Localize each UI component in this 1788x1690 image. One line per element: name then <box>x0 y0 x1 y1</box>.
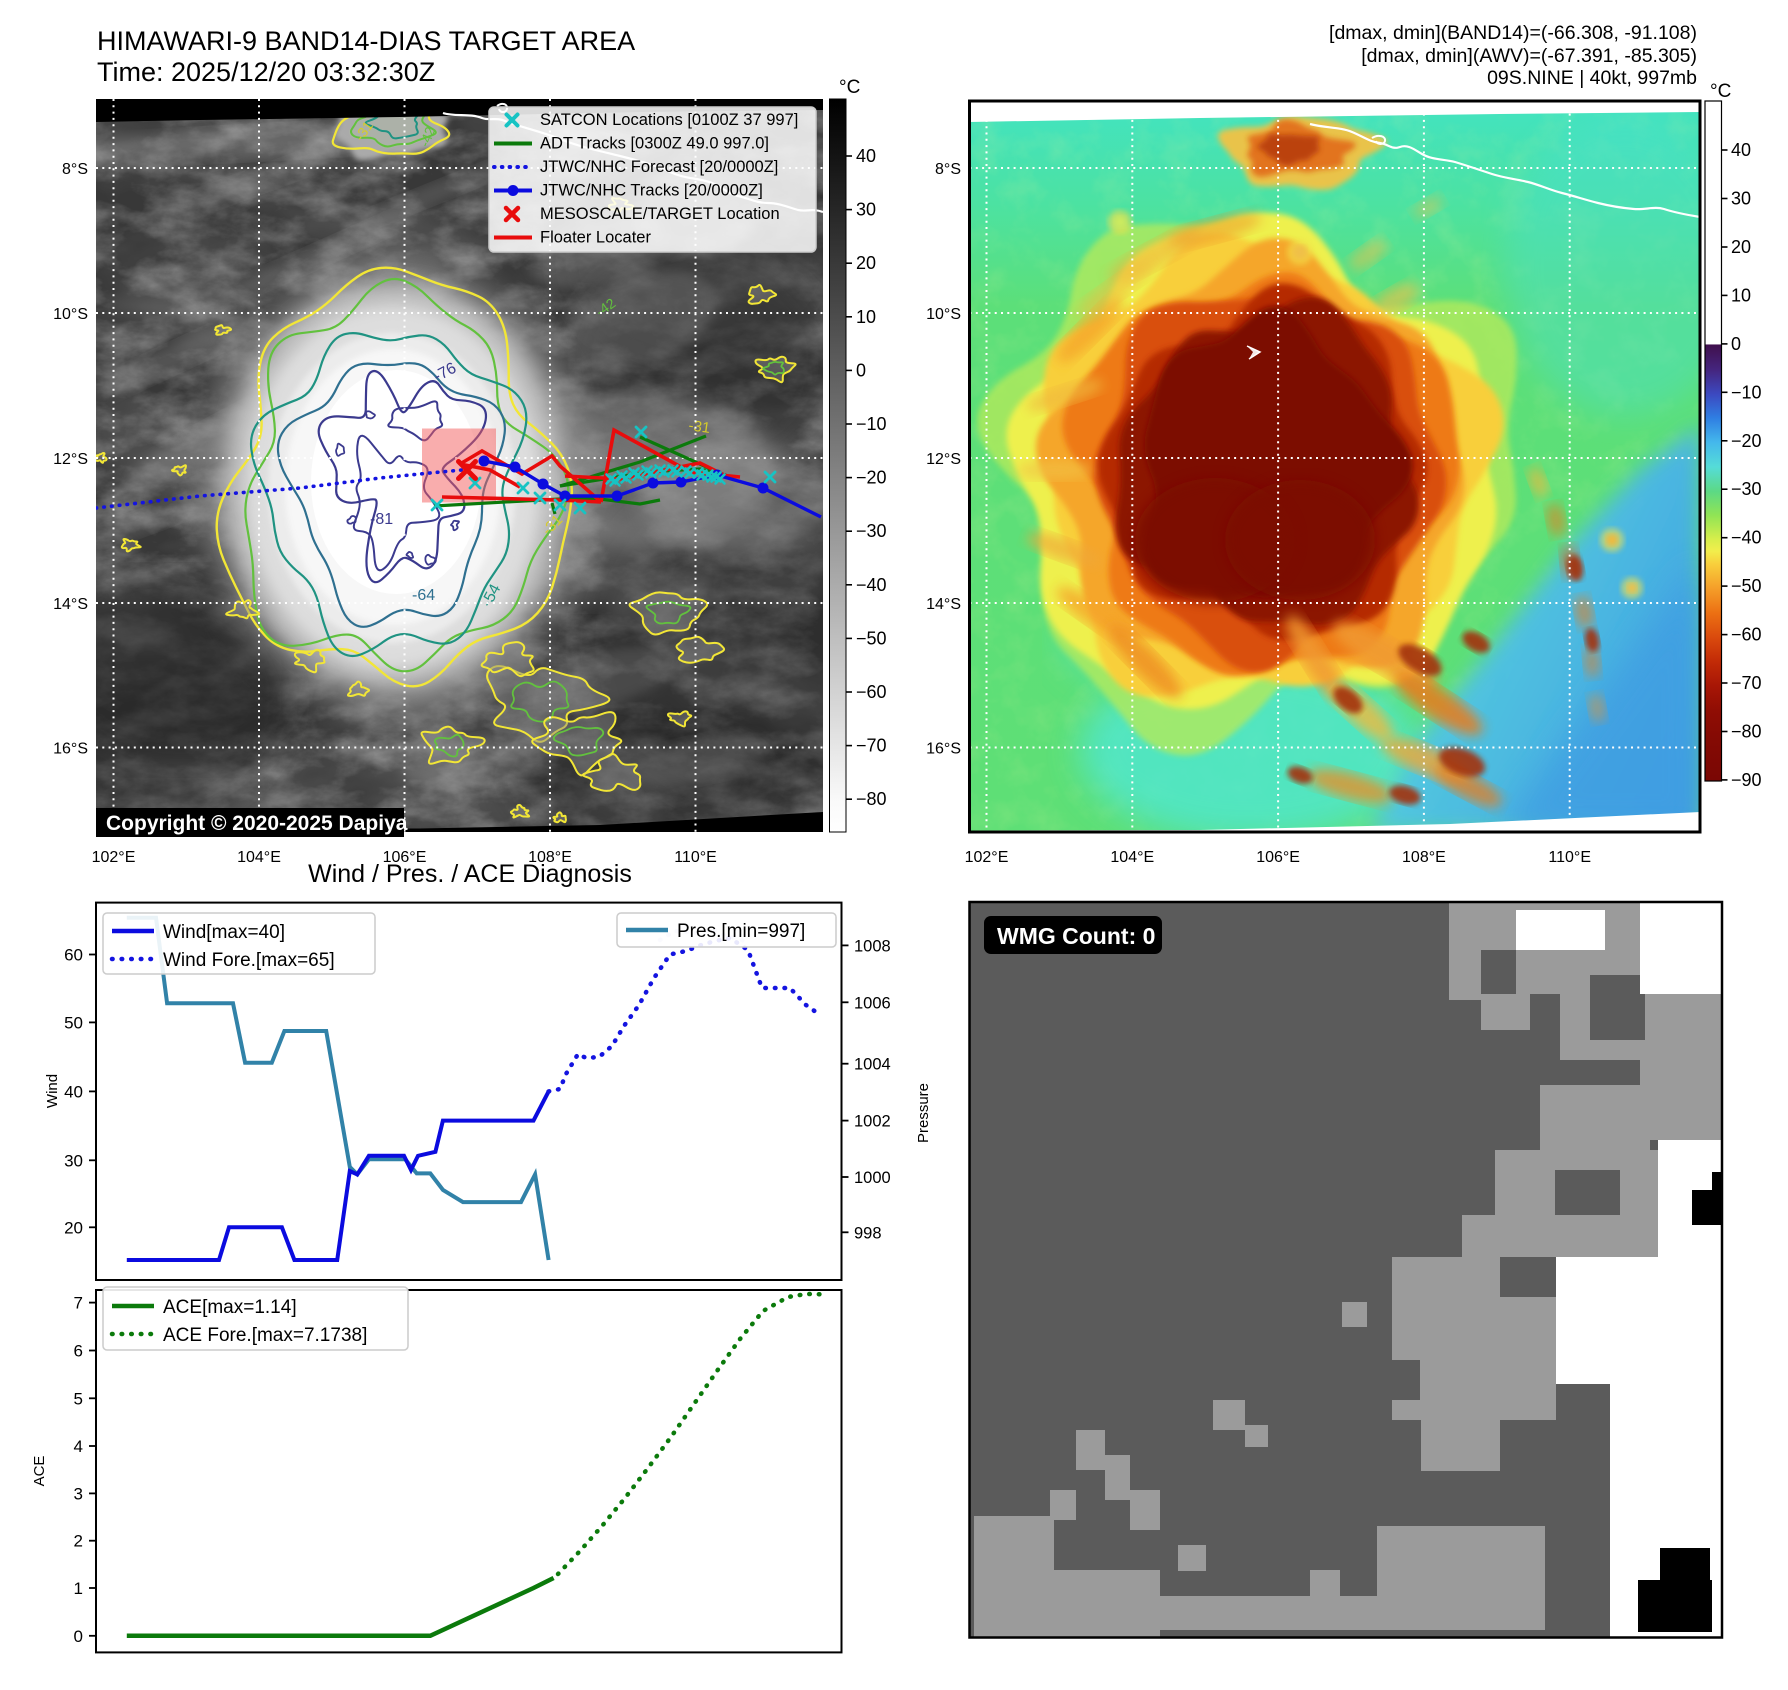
svg-text:1008: 1008 <box>854 937 891 955</box>
svg-text:3: 3 <box>74 1484 83 1503</box>
svg-text:7: 7 <box>74 1294 83 1313</box>
svg-text:102°E: 102°E <box>92 849 136 866</box>
svg-text:−70: −70 <box>856 736 887 756</box>
svg-text:−70: −70 <box>1731 673 1762 693</box>
svg-text:−10: −10 <box>856 414 887 434</box>
svg-text:8°S: 8°S <box>935 161 961 178</box>
svg-text:20: 20 <box>1731 237 1751 257</box>
svg-text:40: 40 <box>1731 140 1751 160</box>
svg-text:−90: −90 <box>1731 770 1762 790</box>
svg-text:6: 6 <box>74 1342 83 1361</box>
svg-text:ACE: ACE <box>31 1456 48 1487</box>
svg-text:−30: −30 <box>1731 479 1762 499</box>
svg-text:Copyright © 2020-2025 Dapiya: Copyright © 2020-2025 Dapiya <box>106 812 408 835</box>
svg-text:−20: −20 <box>856 468 887 488</box>
svg-text:WMG Count: 0: WMG Count: 0 <box>997 923 1155 949</box>
svg-text:106°E: 106°E <box>383 849 427 866</box>
svg-text:30: 30 <box>64 1151 83 1170</box>
svg-text:[dmax, dmin](AWV)=(-67.391, -8: [dmax, dmin](AWV)=(-67.391, -85.305) <box>1361 45 1697 67</box>
svg-text:2: 2 <box>74 1532 83 1551</box>
svg-text:104°E: 104°E <box>1110 849 1154 866</box>
svg-text:110°E: 110°E <box>1548 849 1591 866</box>
svg-text:40: 40 <box>64 1082 83 1101</box>
svg-text:JTWC/NHC Tracks [20/0000Z]: JTWC/NHC Tracks [20/0000Z] <box>540 182 763 200</box>
svg-text:−30: −30 <box>856 521 887 541</box>
svg-text:Wind Fore.[max=65]: Wind Fore.[max=65] <box>163 950 335 971</box>
svg-text:4: 4 <box>74 1437 83 1456</box>
svg-text:−40: −40 <box>856 575 887 595</box>
svg-text:60: 60 <box>64 946 83 965</box>
svg-text:40: 40 <box>856 146 876 166</box>
svg-text:1: 1 <box>74 1579 83 1598</box>
svg-text:30: 30 <box>1731 189 1751 209</box>
svg-text:−60: −60 <box>856 682 887 702</box>
svg-text:-31: -31 <box>687 417 711 437</box>
svg-text:108°E: 108°E <box>528 849 572 866</box>
svg-text:110°E: 110°E <box>674 849 717 866</box>
svg-text:Pressure: Pressure <box>915 1083 932 1143</box>
svg-text:-64: -64 <box>412 587 435 604</box>
svg-text:104°E: 104°E <box>237 849 281 866</box>
svg-text:998: 998 <box>854 1224 882 1242</box>
svg-text:14°S: 14°S <box>926 596 961 613</box>
svg-text:14°S: 14°S <box>53 596 88 613</box>
svg-text:°C: °C <box>839 77 860 98</box>
svg-text:ACE[max=1.14]: ACE[max=1.14] <box>163 1297 297 1318</box>
svg-text:−80: −80 <box>856 789 887 809</box>
svg-text:Wind[max=40]: Wind[max=40] <box>163 922 285 943</box>
svg-text:1000: 1000 <box>854 1169 891 1187</box>
svg-text:50: 50 <box>64 1013 83 1032</box>
svg-text:09S.NINE | 40kt, 997mb: 09S.NINE | 40kt, 997mb <box>1487 67 1697 89</box>
svg-text:Wind: Wind <box>44 1074 61 1108</box>
svg-text:1004: 1004 <box>854 1056 891 1074</box>
svg-text:20: 20 <box>856 253 876 273</box>
svg-text:[dmax, dmin](BAND14)=(-66.308,: [dmax, dmin](BAND14)=(-66.308, -91.108) <box>1329 22 1697 44</box>
svg-text:108°E: 108°E <box>1402 849 1446 866</box>
svg-text:°C: °C <box>1710 81 1731 102</box>
svg-text:−50: −50 <box>1731 576 1762 596</box>
svg-text:Wind / Pres. / ACE Diagnosis: Wind / Pres. / ACE Diagnosis <box>308 860 632 888</box>
svg-text:10°S: 10°S <box>53 306 88 323</box>
svg-text:−40: −40 <box>1731 528 1762 548</box>
svg-text:−80: −80 <box>1731 722 1762 742</box>
svg-text:−50: −50 <box>856 628 887 648</box>
svg-text:0: 0 <box>856 360 866 380</box>
svg-text:−60: −60 <box>1731 625 1762 645</box>
svg-text:1006: 1006 <box>854 994 891 1012</box>
svg-text:102°E: 102°E <box>965 849 1009 866</box>
svg-text:0: 0 <box>74 1627 83 1646</box>
svg-text:SATCON Locations [0100Z 37 997: SATCON Locations [0100Z 37 997] <box>540 111 798 129</box>
svg-text:30: 30 <box>856 200 876 220</box>
svg-text:106°E: 106°E <box>1256 849 1300 866</box>
svg-text:8°S: 8°S <box>62 161 88 178</box>
svg-text:MESOSCALE/TARGET Location: MESOSCALE/TARGET Location <box>540 205 780 223</box>
svg-text:ACE Fore.[max=7.1738]: ACE Fore.[max=7.1738] <box>163 1325 367 1346</box>
svg-text:Floater Locater: Floater Locater <box>540 229 651 247</box>
svg-text:Pres.[min=997]: Pres.[min=997] <box>677 921 805 942</box>
svg-text:HIMAWARI-9 BAND14-DIAS TARGET: HIMAWARI-9 BAND14-DIAS TARGET AREA <box>97 26 635 56</box>
svg-text:Time: 2025/12/20 03:32:30Z: Time: 2025/12/20 03:32:30Z <box>97 57 435 87</box>
svg-text:10°S: 10°S <box>926 306 961 323</box>
svg-text:10: 10 <box>1731 285 1751 305</box>
svg-text:-81: -81 <box>370 511 393 528</box>
svg-text:−20: −20 <box>1731 431 1762 451</box>
svg-text:10: 10 <box>856 307 876 327</box>
svg-text:20: 20 <box>64 1218 83 1237</box>
svg-text:0: 0 <box>1731 334 1741 354</box>
svg-text:16°S: 16°S <box>926 741 961 758</box>
svg-text:12°S: 12°S <box>53 451 88 468</box>
svg-text:−10: −10 <box>1731 382 1762 402</box>
svg-text:JTWC/NHC Forecast [20/0000Z]: JTWC/NHC Forecast [20/0000Z] <box>540 158 778 176</box>
svg-text:5: 5 <box>74 1389 83 1408</box>
svg-text:12°S: 12°S <box>926 451 961 468</box>
svg-text:ADT Tracks [0300Z 49.0 997.0]: ADT Tracks [0300Z 49.0 997.0] <box>540 135 769 153</box>
svg-text:16°S: 16°S <box>53 741 88 758</box>
svg-text:-42: -42 <box>416 124 438 149</box>
svg-text:1002: 1002 <box>854 1113 891 1131</box>
